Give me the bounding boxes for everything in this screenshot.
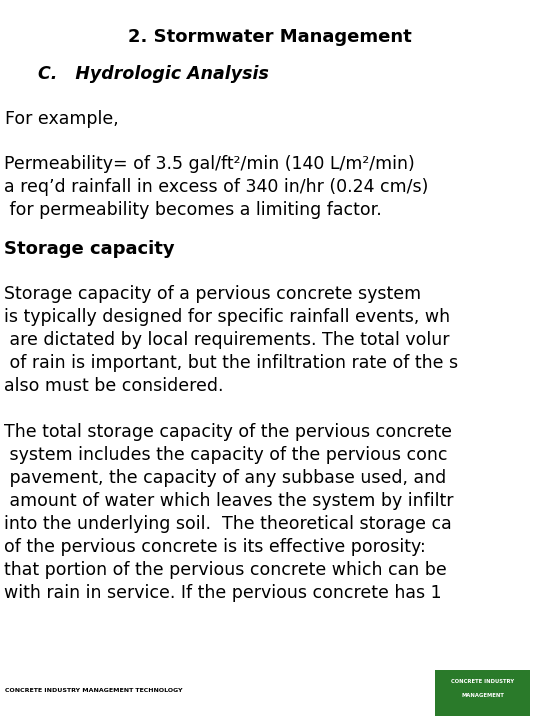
Text: CONCRETE INDUSTRY MANAGEMENT TECHNOLOGY: CONCRETE INDUSTRY MANAGEMENT TECHNOLOGY (5, 688, 183, 693)
Text: 2. Stormwater Management: 2. Stormwater Management (128, 28, 412, 46)
Text: of rain is important, but the infiltration rate of the s: of rain is important, but the infiltrati… (4, 354, 458, 372)
Text: Storage capacity of a pervious concrete system: Storage capacity of a pervious concrete … (4, 285, 421, 303)
Text: Storage capacity: Storage capacity (4, 240, 174, 258)
Text: CONCRETE INDUSTRY: CONCRETE INDUSTRY (451, 679, 514, 684)
Text: amount of water which leaves the system by infiltr: amount of water which leaves the system … (4, 492, 454, 510)
Text: a req’d rainfall in excess of 340 in/hr (0.24 cm/s): a req’d rainfall in excess of 340 in/hr … (4, 178, 428, 196)
Text: is typically designed for specific rainfall events, wh: is typically designed for specific rainf… (4, 308, 450, 326)
Text: pavement, the capacity of any subbase used, and: pavement, the capacity of any subbase us… (4, 469, 446, 487)
Text: of the pervious concrete is its effective porosity:: of the pervious concrete is its effectiv… (4, 538, 426, 556)
Text: C.   Hydrologic Analysis: C. Hydrologic Analysis (38, 65, 269, 83)
Text: with rain in service. If the pervious concrete has 1: with rain in service. If the pervious co… (4, 584, 442, 602)
Text: MANAGEMENT: MANAGEMENT (461, 693, 504, 698)
FancyBboxPatch shape (435, 670, 530, 716)
Text: that portion of the pervious concrete which can be: that portion of the pervious concrete wh… (4, 561, 447, 579)
Text: into the underlying soil.  The theoretical storage ca: into the underlying soil. The theoretica… (4, 515, 452, 533)
Text: For example,: For example, (5, 110, 119, 128)
Text: are dictated by local requirements. The total volur: are dictated by local requirements. The … (4, 331, 449, 349)
Text: also must be considered.: also must be considered. (4, 377, 224, 395)
Text: The total storage capacity of the pervious concrete: The total storage capacity of the pervio… (4, 423, 452, 441)
Text: for permeability becomes a limiting factor.: for permeability becomes a limiting fact… (4, 201, 382, 219)
Text: Permeability= of 3.5 gal/ft²/min (140 L/m²/min): Permeability= of 3.5 gal/ft²/min (140 L/… (4, 155, 415, 173)
Text: system includes the capacity of the pervious conc: system includes the capacity of the perv… (4, 446, 448, 464)
